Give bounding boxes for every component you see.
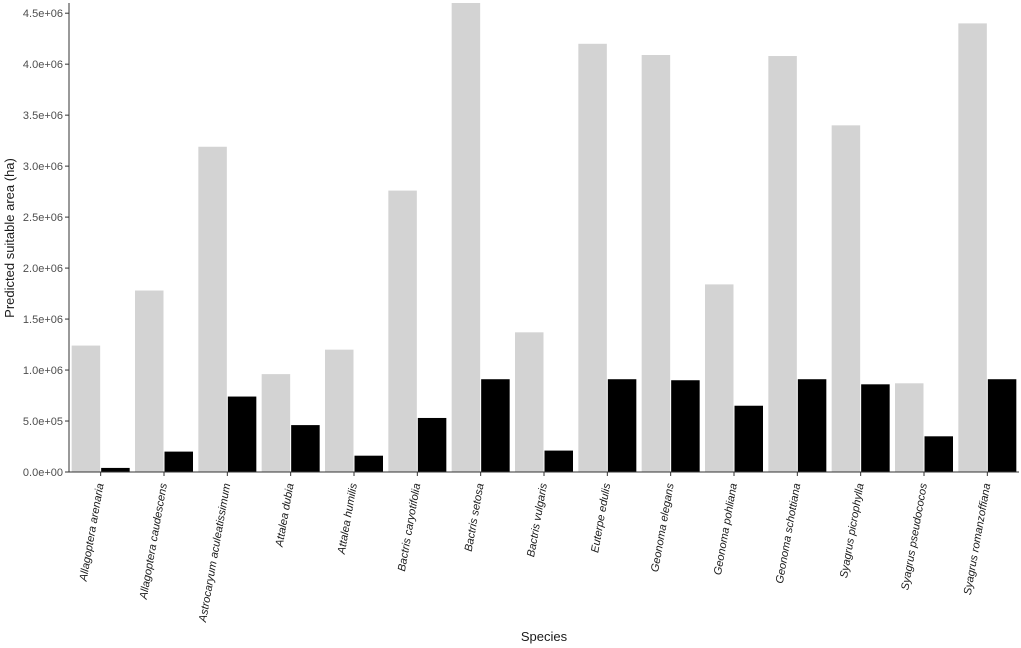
x-tick-label: Bactris vulgaris — [525, 482, 550, 558]
bar-series-1 — [515, 332, 544, 472]
bar-series-2 — [227, 396, 257, 472]
x-axis-ticks: Allagoptera arenaria Allagoptera caudesce… — [77, 472, 993, 624]
bar-series-1 — [641, 54, 671, 472]
bar-series-2 — [354, 455, 383, 472]
x-tick-label: Syagrus romanzoffiana — [962, 482, 993, 595]
bar-series-2 — [987, 379, 1017, 472]
x-tick-label: Geonoma pohliana — [712, 482, 740, 576]
x-tick-label: Allagoptera caudescens — [138, 482, 170, 601]
x-tick-label: Astrocaryum aculeatissimum — [197, 482, 233, 624]
bar-series-1 — [325, 349, 354, 472]
bar-series-1 — [71, 345, 101, 472]
x-tick-label: Bactris setosa — [463, 482, 487, 552]
x-tick-label: Syagrus pseudococos — [899, 482, 930, 591]
bar-series-1 — [705, 284, 734, 472]
bar-series-1 — [831, 125, 861, 472]
y-tick-label: 3.0e+06 — [23, 161, 63, 173]
bar-series-1 — [895, 383, 924, 472]
x-tick-label: Geonoma schottiana — [774, 482, 803, 584]
x-tick-label: Attalea humilis — [336, 482, 360, 556]
y-tick-label: 2.0e+06 — [23, 263, 63, 275]
bar-series-1 — [958, 23, 987, 473]
x-tick-label: Attalea dubia — [273, 482, 296, 548]
y-tick-label: 3.5e+06 — [23, 110, 63, 122]
x-axis-title: Species — [521, 629, 568, 644]
bar-series-2 — [291, 425, 320, 472]
bar-series-2 — [164, 451, 193, 472]
bar-series-2 — [481, 379, 510, 472]
y-tick-label: 0.0e+00 — [23, 467, 63, 479]
bar-series-1 — [578, 43, 607, 473]
y-tick-label: 1.0e+06 — [23, 365, 63, 377]
bar-series-1 — [198, 146, 227, 472]
x-tick-label: Syagrus picrophylla — [838, 482, 866, 579]
bar-series-2 — [734, 405, 763, 472]
y-tick-label: 4.0e+06 — [23, 59, 63, 71]
bar-series-2 — [861, 384, 890, 472]
bar-series-1 — [768, 56, 797, 472]
y-axis-ticks: 0.0e+00 5.0e+05 1.0e+06 1.5e+06 2.0e+06 2.5e+… — [23, 8, 69, 479]
bar-series-2 — [607, 379, 637, 472]
x-tick-label: Euterpe edulis — [589, 482, 613, 554]
bar-series-2 — [544, 450, 573, 472]
bar-series-1 — [388, 190, 417, 472]
x-tick-label: Allagoptera arenaria — [77, 482, 106, 583]
bar-series-1 — [135, 290, 164, 472]
y-tick-label: 5.0e+05 — [23, 416, 63, 428]
bar-series-2 — [101, 467, 130, 472]
bar-series-2 — [671, 380, 700, 472]
bar-series-1 — [451, 3, 481, 472]
bar-series-2 — [797, 379, 827, 472]
y-tick-label: 1.5e+06 — [23, 314, 63, 326]
x-tick-label: Bactris caryotifolia — [396, 482, 423, 572]
y-tick-label: 2.5e+06 — [23, 212, 63, 224]
bar-series-2 — [417, 417, 447, 472]
y-tick-label: 4.5e+06 — [23, 8, 63, 20]
bar-series-2 — [924, 436, 953, 472]
x-tick-label: Geonoma elegans — [649, 482, 677, 573]
y-axis-title: Predicted suitable area (ha) — [2, 158, 17, 318]
bars-group — [71, 3, 1017, 473]
bar-series-1 — [261, 374, 291, 472]
